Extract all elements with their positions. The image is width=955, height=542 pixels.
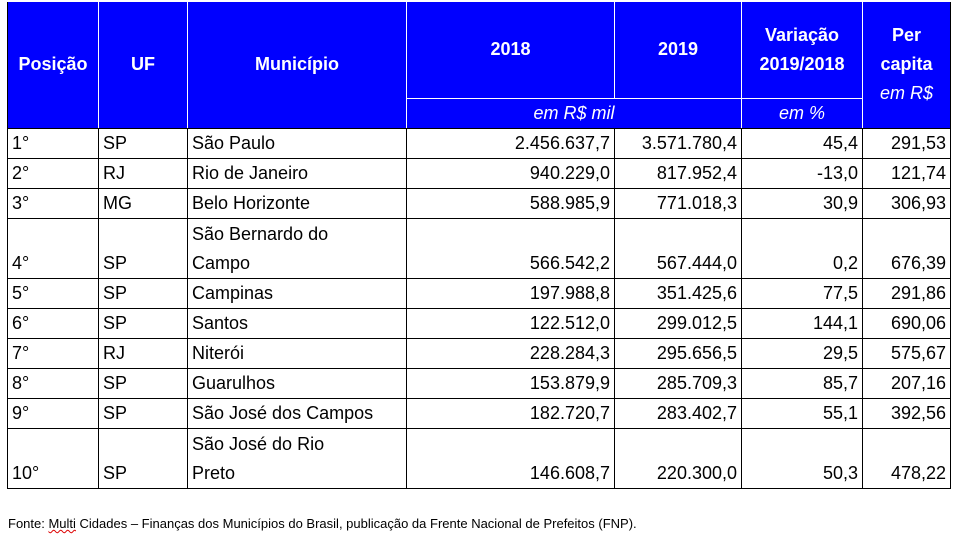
unit-pct: em % [741, 98, 863, 129]
cell-var: 30,9 [741, 187, 863, 219]
table-row: 8° SP Guarulhos 153.879,9 285.709,3 85,7 207,1… [7, 367, 951, 399]
cell-pc: 291,53 [862, 127, 951, 159]
cell-pc: 207,16 [862, 367, 951, 399]
header-uf: UF [98, 2, 188, 129]
cell-mun: Campinas [187, 277, 407, 309]
cell-pos: 6° [7, 307, 99, 339]
ranking-table: Posição UF Município 2018 2019 Variação … [7, 2, 951, 489]
cell-pos: 2° [7, 157, 99, 189]
cell-mun: São José do Rio Preto [187, 427, 407, 489]
cell-pos: 1° [7, 127, 99, 159]
per-capita-unit: em R$ [879, 83, 933, 104]
table-row: 1° SP São Paulo 2.456.637,7 3.571.780,4 45,4 2… [7, 127, 951, 159]
cell-v2019: 299.012,5 [614, 307, 742, 339]
cell-v2018: 228.284,3 [406, 337, 615, 369]
cell-pc: 306,93 [862, 187, 951, 219]
cell-v2018: 940.229,0 [406, 157, 615, 189]
table-row: 6° SP Santos 122.512,0 299.012,5 144,1 690,06 [7, 307, 951, 339]
cell-uf: RJ [98, 337, 188, 369]
source-prefix: Fonte: [8, 516, 49, 531]
cell-var: 55,1 [741, 397, 863, 429]
cell-mun: São José dos Campos [187, 397, 407, 429]
cell-mun: Santos [187, 307, 407, 339]
cell-pc: 575,67 [862, 337, 951, 369]
cell-uf: SP [98, 397, 188, 429]
header-variacao: Variação 2019/2018 [741, 2, 863, 99]
cell-pos: 3° [7, 187, 99, 219]
table-row: 9° SP São José dos Campos 182.720,7 283.402,… [7, 397, 951, 429]
cell-var: 85,7 [741, 367, 863, 399]
cell-pc: 676,39 [862, 217, 951, 279]
cell-pos: 8° [7, 367, 99, 399]
cell-var: 144,1 [741, 307, 863, 339]
cell-mun: Belo Horizonte [187, 187, 407, 219]
cell-v2019: 220.300,0 [614, 427, 742, 489]
cell-v2019: 567.444,0 [614, 217, 742, 279]
cell-pc: 291,86 [862, 277, 951, 309]
header-municipio: Município [187, 2, 407, 129]
cell-pos: 10° [7, 427, 99, 489]
table-row: 4° SP São Bernardo do Campo 566.542,2 567.44… [7, 217, 951, 279]
table-row: 7° RJ Niterói 228.284,3 295.656,5 29,5 575,67 [7, 337, 951, 369]
header-2018: 2018 [406, 2, 615, 99]
cell-var: 45,4 [741, 127, 863, 159]
table-row: 3° MG Belo Horizonte 588.985,9 771.018,3 30,9… [7, 187, 951, 219]
cell-uf: SP [98, 307, 188, 339]
per-capita-label: Per capita [880, 25, 933, 75]
cell-pc: 478,22 [862, 427, 951, 489]
cell-pc: 392,56 [862, 397, 951, 429]
cell-mun: São Bernardo do Campo [187, 217, 407, 279]
table-row: 10° SP São José do Rio Preto 146.608,7 220.3… [7, 427, 951, 489]
cell-v2018: 122.512,0 [406, 307, 615, 339]
unit-mil: em R$ mil [406, 98, 742, 129]
cell-v2019: 295.656,5 [614, 337, 742, 369]
cell-uf: SP [98, 277, 188, 309]
header-per-capita: Per capita em R$ [862, 2, 951, 129]
cell-v2019: 351.425,6 [614, 277, 742, 309]
cell-v2019: 283.402,7 [614, 397, 742, 429]
source-note: Fonte: Multi Cidades – Finanças dos Muni… [8, 516, 637, 531]
cell-v2018: 182.720,7 [406, 397, 615, 429]
cell-v2019: 771.018,3 [614, 187, 742, 219]
cell-pos: 5° [7, 277, 99, 309]
source-underlined: Multi [48, 516, 76, 531]
header-posicao: Posição [7, 2, 99, 129]
cell-pos: 4° [7, 217, 99, 279]
cell-uf: MG [98, 187, 188, 219]
cell-v2019: 3.571.780,4 [614, 127, 742, 159]
cell-v2018: 197.988,8 [406, 277, 615, 309]
cell-pos: 7° [7, 337, 99, 369]
cell-var: -13,0 [741, 157, 863, 189]
cell-v2018: 588.985,9 [406, 187, 615, 219]
cell-v2019: 285.709,3 [614, 367, 742, 399]
cell-var: 50,3 [741, 427, 863, 489]
cell-v2018: 566.542,2 [406, 217, 615, 279]
cell-uf: SP [98, 217, 188, 279]
cell-uf: SP [98, 427, 188, 489]
cell-pc: 690,06 [862, 307, 951, 339]
cell-v2018: 146.608,7 [406, 427, 615, 489]
cell-var: 29,5 [741, 337, 863, 369]
cell-v2018: 153.879,9 [406, 367, 615, 399]
source-text: Cidades – Finanças dos Municípios do Bra… [75, 516, 637, 531]
cell-v2018: 2.456.637,7 [406, 127, 615, 159]
cell-pc: 121,74 [862, 157, 951, 189]
cell-mun: Rio de Janeiro [187, 157, 407, 189]
table-row: 5° SP Campinas 197.988,8 351.425,6 77,5 291,86 [7, 277, 951, 309]
cell-var: 77,5 [741, 277, 863, 309]
cell-mun: Guarulhos [187, 367, 407, 399]
cell-mun: Niterói [187, 337, 407, 369]
cell-uf: SP [98, 367, 188, 399]
cell-v2019: 817.952,4 [614, 157, 742, 189]
cell-pos: 9° [7, 397, 99, 429]
cell-uf: SP [98, 127, 188, 159]
header-2019: 2019 [614, 2, 742, 99]
cell-mun: São Paulo [187, 127, 407, 159]
cell-var: 0,2 [741, 217, 863, 279]
cell-uf: RJ [98, 157, 188, 189]
table-row: 2° RJ Rio de Janeiro 940.229,0 817.952,4 -13,… [7, 157, 951, 189]
